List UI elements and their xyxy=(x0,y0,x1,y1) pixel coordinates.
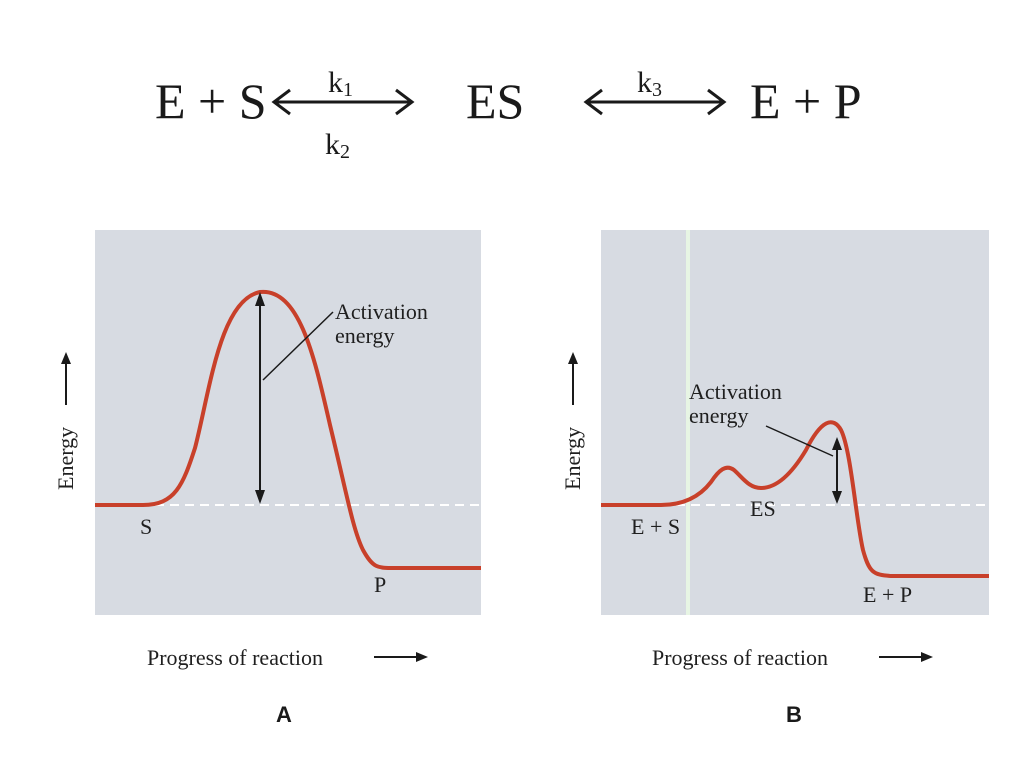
panel-a-x-axis-label: Progress of reaction xyxy=(147,645,323,670)
activation-energy-label: Activation energy xyxy=(689,379,782,428)
product-label: P xyxy=(374,572,387,597)
panel-b-x-axis-arrow xyxy=(879,652,933,662)
activation-energy-label: Activation energy xyxy=(335,299,428,348)
panel-a-plot: Activation energy S P xyxy=(95,230,481,615)
substrate-label: S xyxy=(140,514,153,539)
reversible-arrow-2 xyxy=(583,88,727,116)
equation-complex: ES xyxy=(466,73,525,129)
arrowhead-up xyxy=(832,437,842,450)
rate-constant-k1: k1 xyxy=(328,66,353,102)
panel-b-letter: B xyxy=(786,702,802,727)
arrowhead-down xyxy=(255,490,265,504)
equation-products: E + P xyxy=(750,73,862,129)
equation-reactants: E + S xyxy=(155,73,267,129)
panel-b-plot: Activation energy E + S ES E + P xyxy=(601,230,989,615)
arrowhead-up xyxy=(255,292,265,306)
rate-constant-k2: k2 xyxy=(325,128,350,164)
panel-b-svg xyxy=(601,230,989,615)
panel-a-y-axis-arrow xyxy=(61,352,71,405)
rate-constant-k3: k3 xyxy=(637,66,662,102)
arrowhead-down xyxy=(832,491,842,504)
energy-curve-uncatalyzed xyxy=(95,289,481,570)
annotation-leader-line xyxy=(262,311,334,381)
panel-a-y-axis-label: Energy xyxy=(53,426,78,490)
annotation-leader-line xyxy=(765,425,834,457)
panel-a-letter: A xyxy=(276,702,292,727)
panel-b-y-axis-label: Energy xyxy=(560,426,585,490)
enzyme-product-label: E + P xyxy=(863,582,913,607)
panel-a-x-axis-arrow xyxy=(374,652,428,662)
panel-b-y-axis-arrow xyxy=(568,352,578,405)
enzyme-substrate-label: E + S xyxy=(631,514,681,539)
complex-label: ES xyxy=(750,496,776,521)
energy-curve-catalyzed xyxy=(601,420,989,578)
panel-a-svg xyxy=(95,289,481,570)
panel-b-x-axis-label: Progress of reaction xyxy=(652,645,828,670)
reversible-arrow-1 xyxy=(271,88,415,116)
